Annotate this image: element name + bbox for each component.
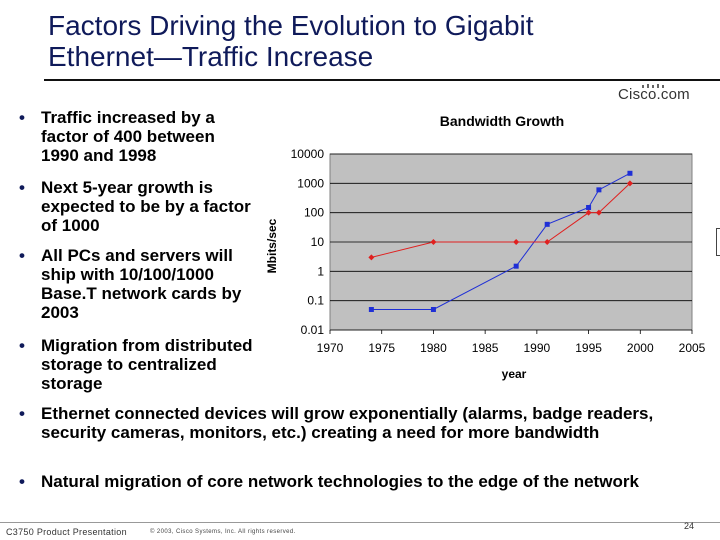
data-point bbox=[368, 306, 374, 312]
y-tick-label: 100 bbox=[304, 206, 324, 220]
bullet-text: Traffic increased by a factor of 400 bet… bbox=[41, 108, 215, 165]
bandwidth-growth-chart: Bandwidth Growth Mbits/sec year 0.01 0.1 1… bbox=[265, 113, 706, 381]
data-point bbox=[544, 221, 550, 227]
y-tick-label: 0.1 bbox=[307, 294, 324, 308]
cisco-logo-bars-icon bbox=[642, 84, 664, 88]
data-point bbox=[368, 254, 375, 261]
bullet-dot: • bbox=[19, 178, 25, 197]
chart-x-axis-label: year bbox=[502, 367, 527, 381]
bullet-traffic-increase: • Traffic increased by a factor of 400 b… bbox=[19, 108, 256, 165]
bullet-storage-migration: • Migration from distributed storage to … bbox=[19, 336, 261, 393]
footer-presentation-name: C3750 Product Presentation bbox=[6, 527, 127, 537]
slide-number: 24 bbox=[684, 521, 695, 531]
data-point bbox=[595, 209, 602, 216]
footer-divider bbox=[0, 522, 720, 523]
slide-title-line-1: Factors Driving the Evolution to Gigabit bbox=[48, 10, 534, 41]
chart-y-axis-label: Mbits/sec bbox=[265, 218, 279, 273]
cisco-logo[interactable]: Cisco.com bbox=[618, 86, 690, 103]
slide-title: Factors Driving the Evolution to Gigabit… bbox=[48, 10, 688, 72]
bullet-dot: • bbox=[19, 404, 25, 423]
y-tick-label: 10 bbox=[311, 235, 325, 249]
bullet-text: Ethernet connected devices will grow exp… bbox=[41, 404, 654, 442]
bullet-dot: • bbox=[19, 246, 25, 265]
bullet-ethernet-devices: • Ethernet connected devices will grow e… bbox=[19, 404, 691, 442]
data-point bbox=[430, 306, 436, 312]
x-tick-label: 2000 bbox=[627, 341, 654, 355]
y-tick-label: 1000 bbox=[297, 176, 324, 190]
offslide-marker bbox=[716, 228, 720, 256]
title-divider bbox=[44, 79, 720, 81]
y-tick-label: 10000 bbox=[291, 147, 325, 161]
x-tick-label: 1970 bbox=[317, 341, 344, 355]
bullet-dot: • bbox=[19, 108, 25, 127]
data-point bbox=[585, 209, 592, 216]
data-point bbox=[544, 239, 551, 245]
x-tick-label: 1980 bbox=[420, 341, 447, 355]
bullet-growth-forecast: • Next 5-year growth is expected to be b… bbox=[19, 178, 256, 235]
x-tick-label: 1985 bbox=[472, 341, 499, 355]
data-point bbox=[513, 239, 520, 245]
y-tick-label: 0.01 bbox=[301, 323, 325, 337]
bullet-pc-servers: • All PCs and servers will ship with 10/… bbox=[19, 246, 266, 322]
x-tick-label: 1975 bbox=[368, 341, 395, 355]
data-point bbox=[430, 239, 437, 245]
bullet-dot: • bbox=[19, 472, 25, 491]
bullet-core-migration: • Natural migration of core network tech… bbox=[19, 472, 691, 491]
title-accent-bar bbox=[0, 0, 34, 80]
bullet-text: Next 5-year growth is expected to be by … bbox=[41, 178, 251, 235]
bullet-text: All PCs and servers will ship with 10/10… bbox=[41, 246, 242, 322]
data-point bbox=[513, 263, 519, 269]
bullet-text: Migration from distributed storage to ce… bbox=[41, 336, 253, 393]
data-point bbox=[596, 187, 602, 193]
data-point bbox=[627, 170, 633, 176]
data-point bbox=[586, 205, 592, 211]
footer-copyright: © 2003, Cisco Systems, Inc. All rights r… bbox=[150, 529, 296, 535]
data-point bbox=[626, 180, 633, 187]
bullet-dot: • bbox=[19, 336, 25, 355]
bullet-text: Natural migration of core network techno… bbox=[41, 472, 639, 491]
x-tick-label: 2005 bbox=[679, 341, 706, 355]
x-tick-label: 1990 bbox=[524, 341, 551, 355]
y-tick-label: 1 bbox=[317, 264, 324, 278]
chart-title: Bandwidth Growth bbox=[440, 113, 564, 129]
x-tick-label: 1995 bbox=[575, 341, 602, 355]
slide-title-line-2: Ethernet—Traffic Increase bbox=[48, 41, 374, 72]
